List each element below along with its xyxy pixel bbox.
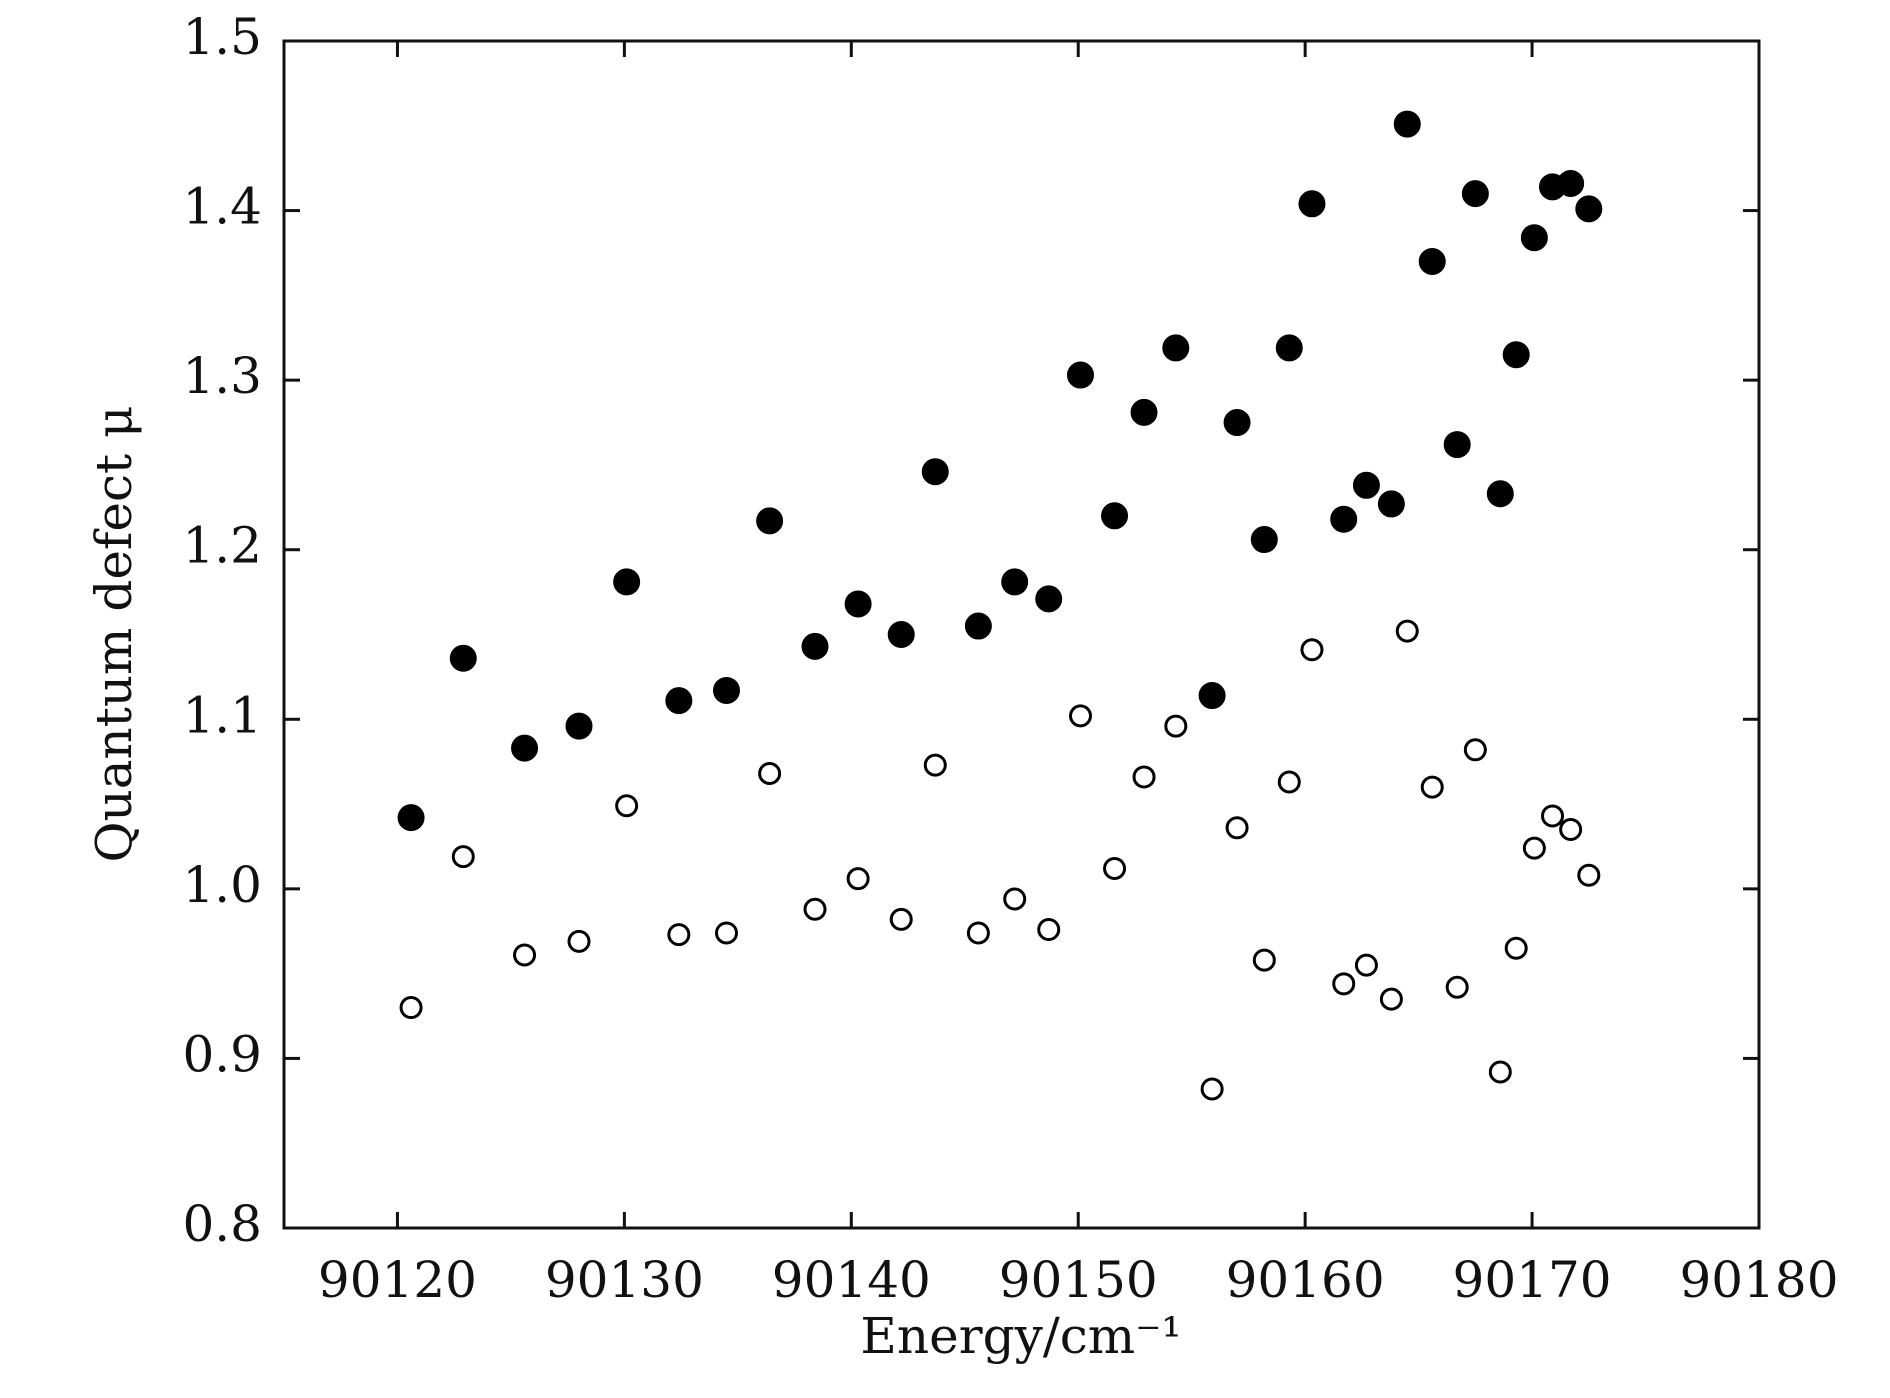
point [844,590,872,618]
point [615,794,639,818]
point [1223,409,1251,437]
point [567,929,591,953]
point [1101,502,1129,530]
point [1198,682,1226,710]
x-axis-label: Energy/cm⁻¹ [860,1307,1181,1365]
point [801,632,829,660]
point [756,507,784,535]
point [1277,770,1301,794]
point [397,804,425,832]
point [1300,638,1324,662]
point [1461,180,1489,208]
point [1504,936,1528,960]
point [964,612,992,640]
point [1559,818,1583,842]
point [1164,714,1188,738]
point [1250,526,1278,554]
y-tick-label: 1.0 [182,856,262,914]
point [667,923,691,947]
point [1420,775,1444,799]
point [1003,887,1027,911]
point [1418,247,1446,275]
y-tick-label: 0.9 [182,1025,262,1083]
point [923,753,947,777]
point [1522,836,1546,860]
x-tick-label: 90140 [772,1251,931,1309]
point [565,712,593,740]
point [1103,857,1127,881]
point [1379,987,1403,1011]
point [1035,585,1063,613]
point [758,762,782,786]
y-tick-label: 1.2 [182,517,262,575]
point [1130,398,1158,426]
point [1577,863,1601,887]
x-tick-label: 90180 [1679,1251,1838,1309]
point [1541,804,1564,828]
point [1298,190,1326,218]
point [1443,431,1471,459]
x-tick-label: 90170 [1453,1251,1612,1309]
point [449,644,477,672]
point [1520,224,1548,252]
point [1486,480,1514,508]
point [715,921,738,945]
point [1488,1060,1512,1084]
y-tick-label: 0.8 [182,1195,262,1253]
point [1377,490,1405,518]
point [1200,1077,1224,1101]
point [1445,975,1469,999]
x-tick-label: 90160 [1226,1251,1385,1309]
point [1557,169,1585,197]
x-tick-label: 90150 [999,1251,1158,1309]
point [1332,972,1356,996]
point [1463,738,1487,762]
point [1393,110,1421,138]
point [1502,341,1530,369]
point [1275,334,1303,362]
point [1069,704,1092,728]
point [513,943,537,967]
point [1132,765,1156,789]
point [665,687,693,715]
point [1001,568,1029,596]
point [921,458,949,486]
point [1354,953,1378,977]
point [887,621,915,648]
point [713,676,740,704]
point [613,568,641,596]
point [966,921,990,945]
y-tick-label: 1.1 [182,686,262,744]
point [803,897,827,921]
point [1330,505,1358,533]
point [399,996,423,1020]
y-axis-label: Quantum defect μ [85,406,143,863]
y-tick-label: 1.4 [182,178,262,236]
point [1575,195,1603,223]
point [889,907,913,931]
point [1225,816,1249,840]
point [1252,948,1276,972]
point [1037,918,1061,942]
x-tick-label: 90120 [318,1251,477,1309]
y-tick-label: 1.5 [182,8,262,66]
point [1162,334,1190,362]
point [451,845,475,869]
point [1067,361,1094,389]
point [846,867,870,891]
point [1395,619,1419,643]
point [511,734,539,762]
point [1352,471,1380,499]
x-tick-label: 90130 [545,1251,704,1309]
y-tick-label: 1.3 [182,347,262,405]
plot-frame [282,39,1761,1230]
